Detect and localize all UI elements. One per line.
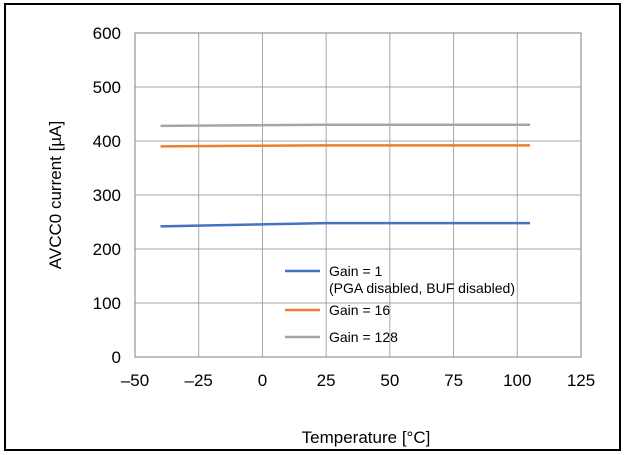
series-line-gain-16 — [160, 144, 531, 148]
x-tick-label: 50 — [380, 371, 399, 390]
series-line-gain-128 — [160, 123, 531, 128]
legend: Gain = 1 (PGA disabled, BUF disabled) Ga… — [285, 263, 515, 345]
series-line-gain-1 — [160, 221, 531, 228]
x-axis-title: Temperature [°C] — [302, 428, 431, 447]
y-tick-label: 500 — [93, 78, 121, 97]
y-axis-title: AVCC0 current [µA] — [46, 121, 65, 269]
y-tick-label: 300 — [93, 186, 121, 205]
axes — [134, 32, 582, 358]
y-tick-label: 200 — [93, 240, 121, 259]
x-tick-label: –50 — [121, 371, 149, 390]
y-tick-label: 0 — [112, 348, 121, 367]
legend-label-gain-16: Gain = 16 — [329, 302, 390, 318]
legend-label-gain-1: Gain = 1 — [329, 263, 383, 279]
plot-border — [134, 32, 582, 358]
x-tick-label: 100 — [503, 371, 531, 390]
y-tick-label: 100 — [93, 294, 121, 313]
x-tick-label: 75 — [444, 371, 463, 390]
x-tick-label: –25 — [185, 371, 213, 390]
legend-label-gain-128: Gain = 128 — [329, 329, 398, 345]
x-tick-label: 125 — [567, 371, 595, 390]
y-tick-label: 400 — [93, 132, 121, 151]
tick-labels: –50 –25 0 25 50 75 100 125 0 100 200 300 400 500 600 — [93, 24, 596, 390]
x-tick-label: 0 — [258, 371, 267, 390]
y-tick-label: 600 — [93, 24, 121, 43]
series-lines — [160, 123, 531, 228]
legend-label-gain-1-note: (PGA disabled, BUF disabled) — [329, 280, 515, 296]
x-tick-label: 25 — [317, 371, 336, 390]
